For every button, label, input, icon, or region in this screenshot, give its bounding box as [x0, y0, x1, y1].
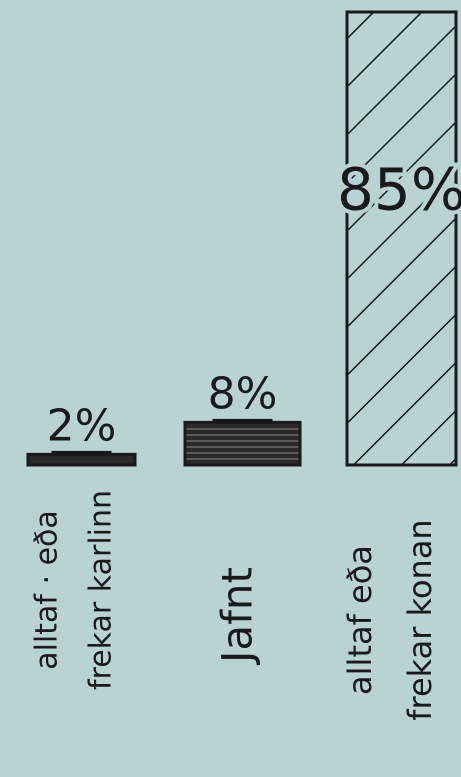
bar [26, 452, 137, 467]
category-label: Jafnt [213, 567, 262, 666]
category-label: frekar karlinn [84, 490, 119, 690]
value-label: 8% [208, 368, 278, 419]
value-label: 85% [337, 155, 461, 223]
bar [183, 420, 302, 467]
bar [345, 10, 458, 467]
category-label: alltaf · eða [30, 510, 65, 670]
value-label: 2% [47, 400, 117, 451]
category-label: frekar konan [401, 519, 439, 720]
category-label: alltaf eða [341, 545, 379, 695]
